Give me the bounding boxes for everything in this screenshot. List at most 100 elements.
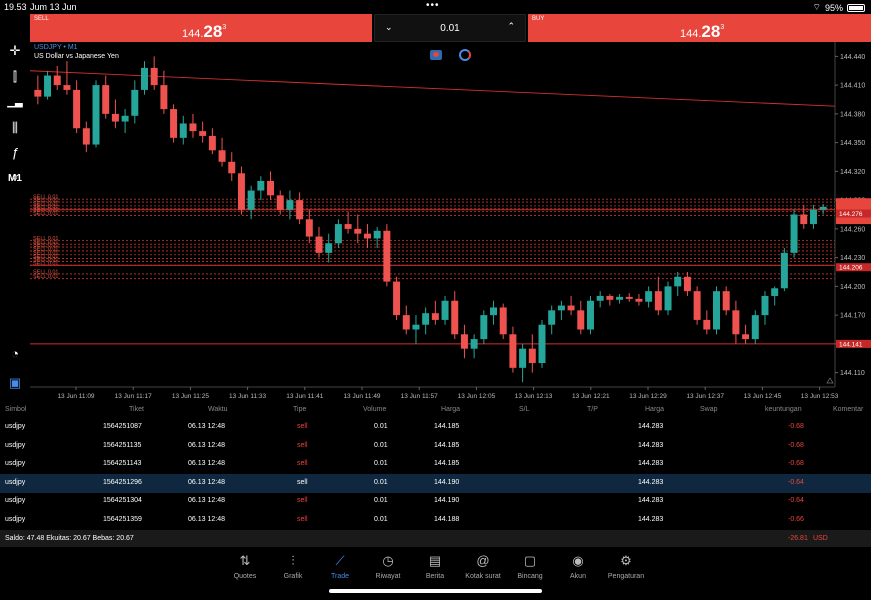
time-tick-label: 13 Jun 11:57 [401, 393, 438, 400]
cell-vol: 0.01 [374, 441, 388, 449]
crosshair-icon[interactable]: ✛ [9, 43, 21, 58]
header-comment[interactable]: Komentar [833, 406, 864, 413]
chart-symbol: USDJPY • M1 [34, 44, 78, 51]
cell-profit: -0.68 [788, 441, 804, 449]
candle-body [325, 243, 333, 253]
candle-body [237, 173, 245, 210]
nav-riwayat[interactable]: ◷ Riwayat [360, 553, 416, 580]
header-volume[interactable]: Volume [363, 406, 387, 413]
price-tick-label: 144.320 [840, 169, 865, 176]
candle-body [267, 180, 275, 196]
cell-harga: 144.185 [434, 441, 460, 449]
header-open-price[interactable]: Harga [441, 406, 461, 413]
nav-kotak-surat[interactable]: @ Kotak surat [455, 553, 511, 580]
nav-grafik[interactable]: ⫶ Grafik [265, 553, 321, 580]
order-level-label: SELL 0.01 [33, 211, 58, 217]
nav-label: Bincang [517, 573, 543, 580]
candle-body [218, 150, 226, 162]
price-chart[interactable]: 144.440 144.410 144.380 144.350 144.320 144.2… [30, 42, 871, 402]
price-tick-label: 144.350 [840, 140, 865, 147]
one-click-trading-icon[interactable]: ▣ [8, 375, 22, 390]
nav-label: Riwayat [375, 573, 401, 580]
order-level-label: SELL 0.01 [33, 257, 58, 263]
autoscroll-icon [826, 377, 834, 384]
battery-percent: 95% [824, 2, 843, 13]
home-indicator[interactable] [329, 589, 542, 593]
signals-icon[interactable] [459, 49, 471, 61]
time-tick-label: 13 Jun 12:05 [458, 393, 496, 400]
volume-input[interactable]: 0.01 [440, 23, 460, 34]
candle-body [664, 286, 672, 311]
header-current-price[interactable]: Harga [645, 406, 665, 413]
header-type[interactable]: Tipe [293, 406, 307, 413]
nav-trade[interactable]: ⟋ Trade [312, 553, 368, 580]
nav-quotes[interactable]: ⇅ Quotes [217, 553, 273, 580]
price-tick-label: 144.260 [840, 226, 865, 233]
cell-sym: usdjpy [5, 441, 26, 449]
candle-body [208, 135, 216, 151]
candle-body [296, 200, 304, 220]
candle-body [189, 123, 197, 132]
candle-body [63, 85, 71, 90]
function-icon[interactable]: ƒ [11, 145, 19, 160]
table-row[interactable]: usdjpy 1564251296 06.13 12:48 sell 0.01 144.1… [0, 473, 871, 493]
candle-body [548, 310, 556, 325]
candle-body [44, 75, 52, 97]
order-level-label: SELL 0.01 [33, 254, 58, 260]
timeframe-button[interactable]: M1 [8, 173, 22, 184]
candle-body [499, 307, 507, 335]
header-symbol[interactable]: Simbol [5, 406, 27, 413]
candle-body [625, 296, 633, 299]
volume-decrease-icon[interactable]: ⌄ [385, 22, 393, 32]
candle-body [315, 236, 323, 253]
header-ticket[interactable]: Tiket [129, 406, 144, 413]
trade-chart-icon[interactable]: ◔ [11, 346, 19, 361]
nav-akun[interactable]: ◉ Akun [550, 553, 606, 580]
cell-harga: 144.190 [434, 478, 460, 486]
header-swap[interactable]: Swap [700, 406, 718, 413]
time-tick-label: 13 Jun 11:49 [343, 393, 380, 400]
order-level-label: SELL 0.01 [33, 243, 58, 249]
candle-body [53, 75, 61, 86]
candlestick-type-icon[interactable]: ⫿ [12, 69, 18, 84]
nav-akun-icon: ◉ [572, 553, 584, 568]
candle-body [616, 296, 624, 300]
candle-body [557, 305, 565, 311]
nav-berita[interactable]: ▤ Berita [407, 553, 463, 580]
candle-body [751, 315, 759, 340]
objects-icon[interactable]: ⌕ [11, 169, 19, 184]
table-row[interactable]: usdjpy 1564251143 06.13 12:48 sell 0.01 144.1… [0, 455, 871, 474]
chart-screenshot-icon[interactable] [430, 50, 442, 60]
wifi-icon: ⌔ [812, 2, 821, 12]
candle-body [819, 206, 827, 210]
candle-body [431, 313, 439, 320]
candle-body [480, 315, 488, 340]
candle-body [577, 310, 585, 330]
volume-bars-icon[interactable]: ▁▃ [7, 97, 23, 108]
header-tp[interactable]: T/P [587, 406, 598, 413]
candle-body [170, 109, 178, 138]
indicators-sliders-icon[interactable]: ⫼ [12, 120, 18, 135]
nav-bincang[interactable]: ▢ Bincang [502, 553, 558, 580]
sell-button[interactable]: SELL 144.283 [30, 14, 372, 42]
candle-body [713, 291, 720, 330]
table-row[interactable]: usdjpy 1564251304 06.13 12:48 sell 0.01 144.1… [0, 492, 871, 511]
table-row[interactable]: usdjpy 1564251087 06.13 12:48 sell 0.01 144.1… [0, 418, 871, 437]
nav-trade-icon: ⟋ [335, 553, 345, 568]
status-bar: 19.53 Jum 13 Jun ••• ⌔ 95% [0, 0, 871, 14]
cell-tipe: sell [297, 441, 308, 449]
cell-tiket: 1564251135 [103, 441, 142, 449]
total-profit: -26.81 [788, 535, 808, 542]
table-row[interactable]: usdjpy 1564251135 06.13 12:48 sell 0.01 144.1… [0, 437, 871, 456]
multitask-dots-icon[interactable]: ••• [426, 0, 440, 11]
candle-body [596, 295, 604, 301]
header-profit[interactable]: keuntungan [765, 406, 802, 413]
header-sl[interactable]: S/L [519, 406, 530, 413]
candle-body [654, 291, 662, 311]
header-time[interactable]: Waktu [208, 406, 228, 413]
table-row[interactable]: usdjpy 1564251359 06.13 12:48 sell 0.01 144.1… [0, 511, 871, 530]
volume-increase-icon[interactable]: ⌃ [507, 21, 515, 31]
nav-pengaturan[interactable]: ⚙ Pengaturan [598, 553, 654, 580]
time-tick-label: 13 Jun 12:37 [686, 393, 724, 400]
buy-button[interactable]: BUY 144.283 [528, 14, 871, 42]
